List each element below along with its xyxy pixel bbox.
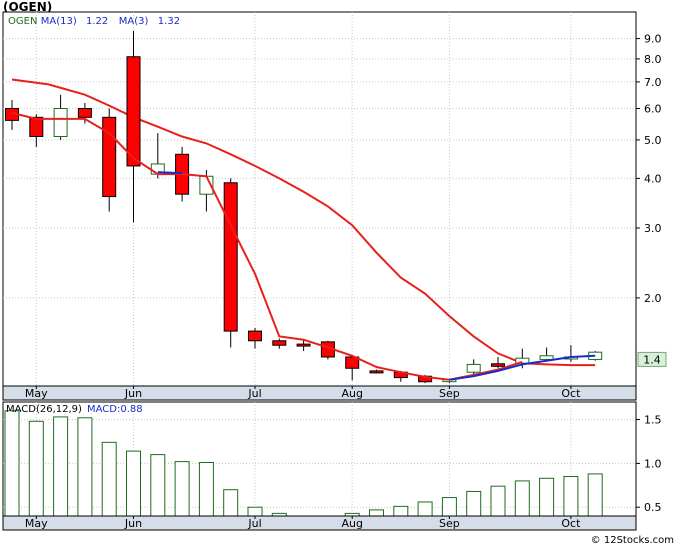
candle-down (272, 340, 287, 346)
macd-bar (539, 477, 555, 517)
price-tick-label: 7.0 (644, 76, 662, 89)
macd-bar (587, 473, 603, 517)
macd-bar (466, 490, 482, 517)
macd-bar (247, 506, 263, 517)
price-tick-label: 4.0 (644, 172, 662, 185)
macd-bar (150, 454, 166, 517)
candle-up (539, 355, 554, 360)
candle-down (345, 356, 360, 369)
macd-bar (28, 420, 44, 517)
price-legend-item: 1.32 (158, 16, 180, 27)
candle-down (296, 343, 311, 347)
candle-down (491, 363, 505, 367)
candle-down (126, 56, 141, 167)
candle-down (77, 107, 92, 118)
macd-legend-title: MACD(26,12,9) (6, 404, 82, 415)
ma-blue-line (449, 354, 596, 381)
candle-up (466, 363, 481, 373)
price-date-label: Sep (439, 387, 460, 400)
macd-bar (126, 450, 141, 517)
candle-down (223, 182, 238, 332)
macd-bar (393, 505, 409, 517)
price-tick-label: 2.0 (644, 292, 662, 305)
macd-bar (563, 476, 579, 517)
price-tick-label: 9.0 (644, 33, 662, 46)
macd-date-label: Jul (247, 517, 261, 530)
price-tick-label: 6.0 (644, 102, 662, 115)
candle-up (515, 357, 530, 364)
price-tick-label: 5.0 (644, 134, 662, 147)
macd-date-band (2, 515, 637, 531)
candle-down (248, 330, 262, 342)
price-date-label: Aug (341, 387, 362, 400)
ma-blue-line (157, 171, 183, 175)
price-legend-item: OGEN (8, 16, 37, 27)
macd-bar (198, 462, 214, 517)
macd-bar (4, 410, 20, 517)
ma-short-line (11, 111, 523, 381)
price-legend-item: MA(13) (41, 16, 77, 27)
macd-bar (53, 416, 69, 517)
macd-bar (490, 485, 506, 517)
price-date-band (2, 385, 637, 401)
macd-bar (369, 509, 384, 517)
last-price-label: 1.4 (643, 353, 661, 366)
macd-date-label: Sep (439, 517, 460, 530)
price-date-label: Jul (247, 387, 261, 400)
macd-date-label: Oct (561, 517, 581, 530)
candle-up (53, 107, 68, 138)
price-date-label: Oct (561, 387, 581, 400)
price-date-label: Jun (124, 387, 142, 400)
candle-down (29, 116, 44, 138)
price-panel-frame (2, 11, 637, 387)
macd-bar (223, 489, 239, 517)
macd-bar (174, 461, 190, 517)
candle-down (102, 116, 117, 198)
copyright-footer: © 12Stocks.com (590, 535, 674, 546)
last-price-box (637, 351, 667, 367)
macd-date-label: Jun (124, 517, 142, 530)
macd-date-label: May (25, 517, 48, 530)
price-date-label: May (25, 387, 48, 400)
price-tick-label: 3.0 (644, 222, 662, 235)
macd-tick-label: 0.5 (644, 501, 662, 514)
macd-bar (441, 497, 457, 517)
macd-bar (101, 441, 117, 517)
price-legend-item: 1.22 (86, 16, 108, 27)
chart-title: (OGEN) (3, 0, 53, 14)
macd-date-label: Aug (341, 517, 362, 530)
price-tick-label: 8.0 (644, 53, 662, 66)
macd-bar (77, 417, 93, 517)
macd-tick-label: 1.5 (644, 414, 662, 427)
macd-legend-value: MACD:0.88 (87, 404, 143, 415)
macd-tick-label: 1.0 (644, 457, 662, 470)
candle-down (369, 370, 384, 374)
price-legend-item: MA(3) (119, 16, 149, 27)
macd-bar (417, 501, 433, 517)
macd-bar (514, 480, 530, 517)
